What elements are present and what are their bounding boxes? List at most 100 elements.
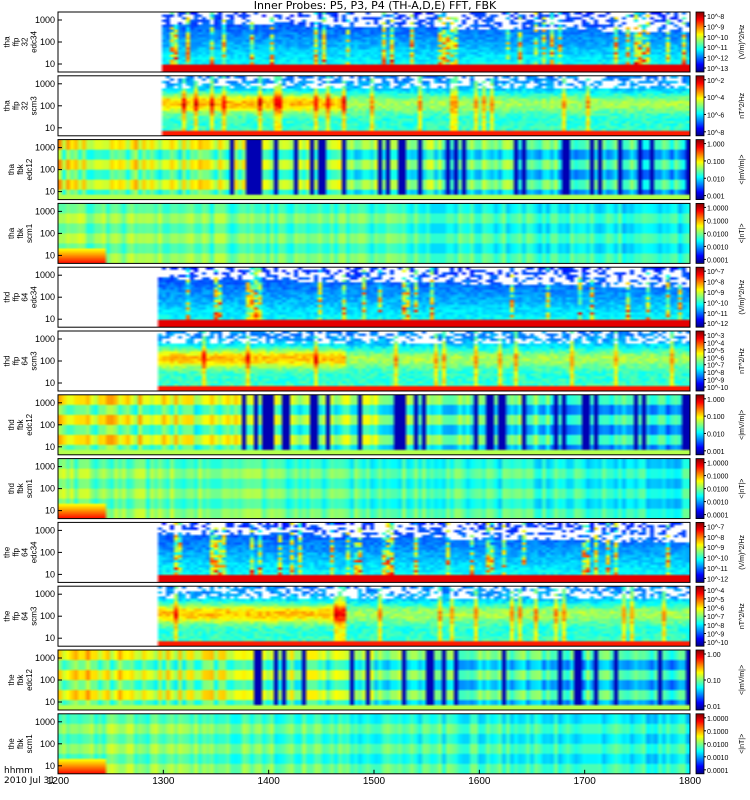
ytick-label: 100 <box>40 228 55 238</box>
cbar-tick-label: 10^-8 <box>707 14 724 21</box>
panel-the-ffp64-edc34: 1000 100 10 the ffp 64 edc34 10^-7 10^-8 10^-9 10^… <box>3 521 746 583</box>
heatmap-thd-ffp64-edc34 <box>58 267 690 328</box>
ytick-label: 1000 <box>35 398 55 408</box>
panel-thd-ffp64-edc34: 1000 100 10 thd ffp 64 edc34 10^-7 10^-8 10^-9 10^… <box>3 266 746 328</box>
ytick-label: 10 <box>45 442 55 452</box>
cbar-tick-label: 0.0001 <box>707 768 729 775</box>
ylabel-line: edc34 <box>30 541 39 563</box>
panel-tha-ffp32-scm3: 1000 100 10 tha ffp 32 scm3 10^-2 10^-4 10^-6 10^-… <box>3 75 746 137</box>
cbar-tick-label: 10^-8 <box>707 370 724 377</box>
ylabel-line: scm3 <box>30 351 39 371</box>
cbar-tick-label: 0.1000 <box>707 729 729 736</box>
xtick-label: 1700 <box>574 776 597 787</box>
ytick-label: 1000 <box>35 206 55 216</box>
heatmap-the-ffp64-scm3 <box>58 586 690 647</box>
ytick-label: 1000 <box>35 334 55 344</box>
cbar-tick-label: 0.0010 <box>707 755 729 762</box>
ytick-label: 10 <box>45 761 55 771</box>
colorbar-tha-ffp32-scm3 <box>695 75 705 137</box>
cbar-tick-label: 0.10 <box>707 678 721 685</box>
ytick-label: 100 <box>40 101 55 111</box>
cbar-tick-label: 1.000 <box>707 397 725 404</box>
ytick-label: 1000 <box>35 589 55 599</box>
cbar-tick-label: 0.0010 <box>707 500 729 507</box>
cbar-tick-label: 10^-9 <box>707 632 724 639</box>
ytick-label: 10 <box>45 123 55 133</box>
time-axis-label: hhmm <box>4 766 33 776</box>
ytick-label: 10 <box>45 59 55 69</box>
ylabel-line: fbk <box>16 227 25 239</box>
ytick-label: 10 <box>45 378 55 388</box>
colorbar-the-fbk-edc12 <box>695 649 705 711</box>
heatmap-tha-ffp32-scm3 <box>58 75 690 136</box>
heatmap-the-ffp64-edc34 <box>58 522 690 583</box>
heatmap-the-fbk-edc12 <box>58 650 690 710</box>
xtick-label: 1400 <box>258 776 281 787</box>
ytick-label: 1000 <box>35 270 55 280</box>
cbar-tick-label: 10^-9 <box>707 24 724 31</box>
cbar-tick-label: 10^-4 <box>707 588 724 595</box>
ylabel-line: ffp <box>12 101 21 110</box>
cbar-tick-label: 10^-2 <box>707 78 724 85</box>
ytick-label: 10 <box>45 633 55 643</box>
cbar-tick-label: 10^-10 <box>707 300 728 307</box>
ylabel-thd-ffp64-edc34: thd ffp 64 edc34 <box>3 286 39 308</box>
ytick-label: 1000 <box>35 462 55 472</box>
ylabel-line: tha <box>7 227 16 239</box>
date-label: 2010 Jul 31 <box>4 776 55 786</box>
panel-tha-ffp32-edc34: 1000 100 10 tha ffp 32 edc34 10^-8 10^-9 10^-10 10… <box>3 11 746 73</box>
cbar-label: <|nT|> <box>739 734 746 754</box>
ylabel-line: edc34 <box>30 31 39 53</box>
cbar-tick-label: 10^-10 <box>707 385 728 392</box>
xtick-label: 1600 <box>468 776 491 787</box>
ytick-label: 100 <box>40 420 55 430</box>
ylabel-line: fbk <box>16 418 25 430</box>
ylabel-tha-fbk-edc12: tha fbk edc12 <box>7 158 34 180</box>
cbar-tick-label: 10^-11 <box>707 566 728 573</box>
cbar-label: <|nT|> <box>739 223 746 243</box>
ylabel-line: thd <box>3 355 12 366</box>
ylabel-line: tha <box>3 100 12 112</box>
ytick-label: 1000 <box>35 79 55 89</box>
ylabel-line: the <box>7 674 16 686</box>
xtick-label: 1500 <box>363 776 386 787</box>
cbar-tick-label: 1.0000 <box>707 461 729 468</box>
ylabel-line: fbk <box>16 737 25 749</box>
ytick-label: 100 <box>40 37 55 47</box>
cbar-tick-label: 0.1000 <box>707 218 729 225</box>
ytick-label: 1000 <box>35 525 55 535</box>
cbar-tick-label: 0.010 <box>707 431 725 438</box>
cbar-tick-label: 0.0001 <box>707 257 729 264</box>
cbar-label: <|mV/m|> <box>739 155 746 185</box>
colorbar-the-fbk-scm1 <box>695 713 705 775</box>
ylabel-thd-fbk-edc12: thd fbk edc12 <box>7 413 34 435</box>
cbar-tick-label: 10^-11 <box>707 45 728 52</box>
cbar-label: nT^2/Hz <box>739 348 746 374</box>
ytick-label: 100 <box>40 547 55 557</box>
cbar-tick-label: 10^-4 <box>707 95 724 102</box>
colorbar-thd-fbk-scm1 <box>695 458 705 520</box>
ytick-label: 100 <box>40 484 55 494</box>
heatmap-tha-fbk-scm1 <box>58 203 690 264</box>
cbar-tick-label: 10^-12 <box>707 576 728 583</box>
ylabel-the-ffp64-edc34: the ffp 64 edc34 <box>3 541 39 563</box>
cbar-tick-label: 1.00 <box>707 652 721 659</box>
ylabel-line: 64 <box>21 611 30 620</box>
ylabel-line: scm1 <box>25 223 34 243</box>
ytick-label: 10 <box>45 569 55 579</box>
ytick-label: 10 <box>45 314 55 324</box>
cbar-label: nT^2/Hz <box>739 603 746 629</box>
ylabel-line: scm3 <box>30 96 39 116</box>
cbar-label: <|nT|> <box>739 479 746 499</box>
xtick-label: 1200 <box>47 776 70 787</box>
ytick-label: 1000 <box>35 15 55 25</box>
ylabel-thd-ffp64-scm3: thd ffp 64 scm3 <box>3 351 39 371</box>
panel-the-fbk-edc12: 1000 100 10 the fbk edc12 1.00 0.10 0.01 <|mV/m|> <box>7 649 746 711</box>
ylabel-line: 64 <box>21 292 30 301</box>
ytick-label: 100 <box>40 675 55 685</box>
cbar-tick-label: 0.001 <box>707 194 725 201</box>
ylabel-the-ffp64-scm3: the ffp 64 scm3 <box>3 606 39 626</box>
